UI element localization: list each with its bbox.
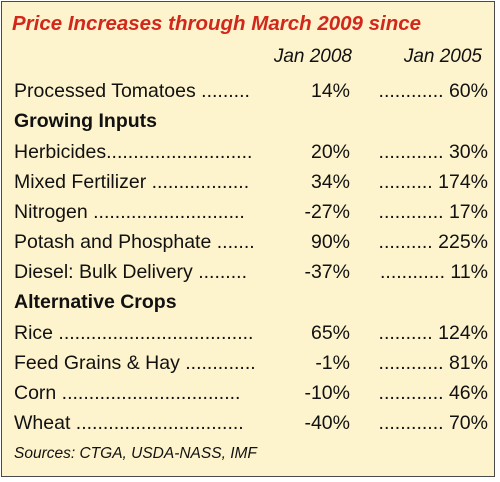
row-label: Potash and Phosphate ....... <box>14 231 255 253</box>
table-row: Diesel: Bulk Delivery ......... -37% ...… <box>14 261 488 287</box>
value-jan-2008: 20% <box>310 141 350 163</box>
sources-note: Sources: CTGA, USDA-NASS, IMF <box>14 445 257 462</box>
value-jan-2008: 65% <box>310 322 350 344</box>
row-label: Corn ................................. <box>14 382 241 404</box>
row-label: Feed Grains & Hay ............. <box>14 352 256 374</box>
value-jan-2005: ............ 11% <box>379 261 488 283</box>
value-jan-2005: ............ 46% <box>378 382 488 404</box>
table-row: Potash and Phosphate ....... 90% .......… <box>14 231 488 257</box>
value-jan-2008: -1% <box>315 352 350 374</box>
value-jan-2008: -40% <box>304 412 350 434</box>
table-row: Rice ...................................… <box>14 322 488 348</box>
table-row: Nitrogen ............................ -2… <box>14 201 488 227</box>
value-jan-2008: -10% <box>304 382 350 404</box>
column-header-jan-2005: Jan 2005 <box>403 46 482 67</box>
value-jan-2005: .......... 225% <box>378 231 488 253</box>
row-label: Nitrogen ............................ <box>14 201 245 223</box>
table-row: Processed Tomatoes ......... 14% .......… <box>14 80 488 106</box>
row-label: Diesel: Bulk Delivery ......... <box>14 261 247 283</box>
price-table-box: Price Increases through March 2009 since… <box>1 1 495 477</box>
value-jan-2005: ............ 70% <box>378 412 488 434</box>
value-jan-2008: 34% <box>310 171 350 193</box>
value-jan-2005: ............ 60% <box>378 80 488 102</box>
value-jan-2008: -37% <box>304 261 350 283</box>
value-jan-2005: ............ 17% <box>378 201 488 223</box>
row-label: Mixed Fertilizer .................. <box>14 171 250 193</box>
table-title: Price Increases through March 2009 since <box>12 12 422 35</box>
table-row: Mixed Fertilizer .................. 34% … <box>14 171 488 197</box>
section-heading-alternative-crops: Alternative Crops <box>14 291 177 313</box>
value-jan-2008: 90% <box>310 231 350 253</box>
value-jan-2008: -27% <box>304 201 350 223</box>
table-row: Corn ................................. -… <box>14 382 488 408</box>
value-jan-2005: ............ 81% <box>378 352 488 374</box>
value-jan-2008: 14% <box>310 80 350 102</box>
table-row: Feed Grains & Hay ............. -1% ....… <box>14 352 488 378</box>
row-label: Wheat ............................... <box>14 412 244 434</box>
column-header-jan-2008: Jan 2008 <box>273 46 352 67</box>
row-label: Processed Tomatoes ......... <box>14 80 250 102</box>
value-jan-2005: ............ 30% <box>378 141 488 163</box>
row-label: Herbicides........................... <box>14 141 253 163</box>
table-row: Herbicides........................... 20… <box>14 141 488 167</box>
row-label: Rice ...................................… <box>14 322 254 344</box>
section-heading-growing-inputs: Growing Inputs <box>14 110 157 132</box>
value-jan-2005: .......... 174% <box>378 171 488 193</box>
value-jan-2005: .......... 124% <box>378 322 488 344</box>
table-row: Wheat ............................... -4… <box>14 412 488 438</box>
